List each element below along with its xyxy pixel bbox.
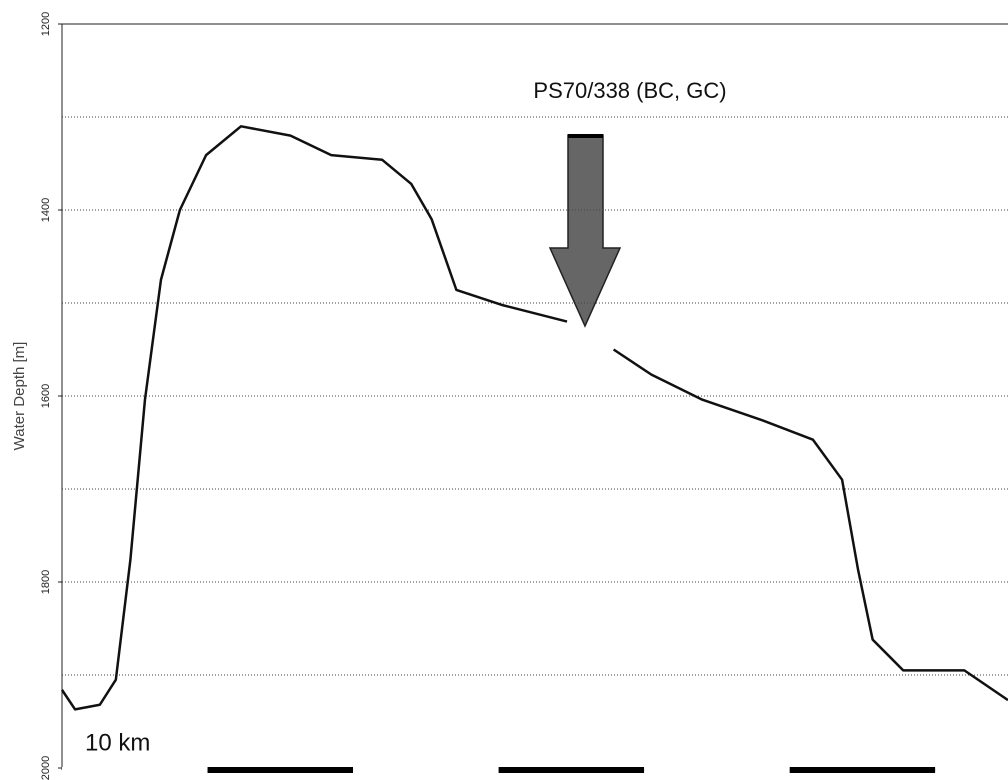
- y-tick-label: 1600: [40, 384, 52, 408]
- core-site-arrow: [548, 134, 622, 328]
- scale-bar-segment: [935, 767, 1008, 773]
- y-tick-label: 1800: [40, 570, 52, 594]
- scale-bar-segment: [789, 767, 936, 773]
- scale-bar-segment: [207, 767, 354, 773]
- scale-bar-segment: [62, 767, 208, 773]
- scale-bar-segment: [498, 767, 645, 773]
- y-tick-label: 1400: [40, 198, 52, 222]
- scale-bar-segment: [644, 767, 790, 773]
- annotation: PS70/338 (BC, GC): [533, 78, 726, 103]
- scale-bar-segment: [353, 767, 499, 773]
- scale-bar-label: 10 km: [85, 729, 150, 756]
- seafloor-line: [60, 125, 1008, 711]
- y-tick-label: 2000: [40, 756, 52, 780]
- y-axis-label: Water Depth [m]: [11, 342, 28, 451]
- y-tick-label: 1200: [40, 12, 52, 36]
